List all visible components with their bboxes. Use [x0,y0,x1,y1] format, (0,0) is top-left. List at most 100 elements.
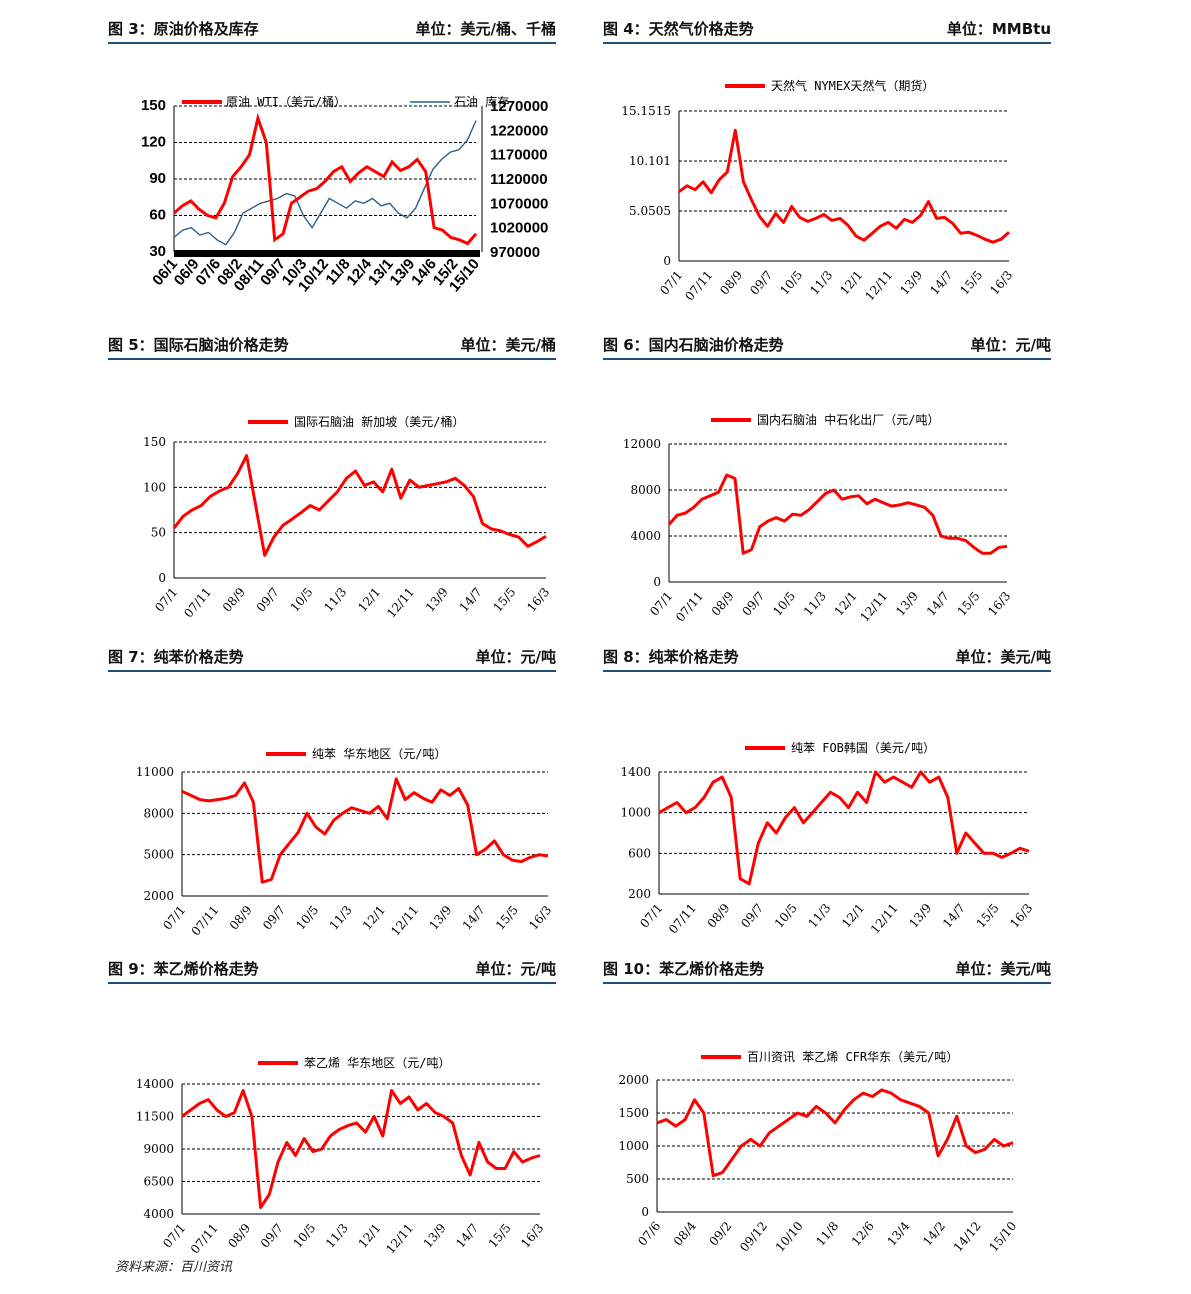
x-tick-label: 08/9 [220,585,248,615]
x-tick-label: 11/3 [321,585,349,615]
x-tick-label: 12/1 [837,268,865,298]
x-tick-label: 09/7 [260,903,288,933]
x-tick-label: 13/9 [423,585,451,615]
figure-title: 图 9：苯乙烯价格走势 [108,960,259,978]
series-line [181,1089,541,1209]
x-tick-label: 13/4 [884,1219,912,1249]
x-tick-label: 15/5 [490,585,518,615]
x-tick-label: 15/5 [974,901,1002,931]
x-tick-label: 12/1 [839,901,867,931]
legend-label: 苯乙烯 华东地区（元/吨） [304,1056,450,1070]
natural-gas-chart: 0 5.0505 10.101 15.1515 07/107/11 08/9 09/7 10/… [621,78,1015,303]
chart-area: 0 50 100 150 07/1 07/11 08/9 09/7 10/5 11/3 12/1 12… [108,372,556,632]
y2-tick-label: 1120000 [490,171,548,188]
figure-title: 图 8：纯苯价格走势 [603,648,739,666]
y-tick-label: 12000 [623,437,661,451]
x-tick-label: 15/5 [493,903,521,933]
x-tick-label: 11/3 [807,268,835,298]
x-tick-label: 07/11 [673,589,706,624]
chart-area: 30 60 90 120 150 06/1 06/9 07/6 08/2 08/11 09/7 10/… [108,56,556,316]
x-axis-bar [174,250,480,257]
legend-label: 国内石脑油 中石化出厂（元/吨） [757,412,939,427]
y-tick-label: 11000 [136,765,174,779]
x-tick-label: 13/9 [906,901,934,931]
y-tick-label: 15.1515 [621,104,671,118]
series-line [656,1088,1014,1178]
x-tick-label: 08/4 [671,1219,699,1249]
x-tick-label: 12/6 [849,1219,877,1249]
y-tick-label: 150 [141,97,166,114]
figure-unit: 单位：MMBtu [946,20,1051,38]
x-tick-label: 12/11 [383,1221,416,1256]
x-tick-label: 07/11 [181,585,214,620]
legend-label: 国际石脑油 新加坡（美元/桶） [294,414,464,429]
x-tick-label: 07/11 [189,903,222,938]
x-tick-label: 09/7 [739,589,767,619]
y-tick-label: 100 [143,480,166,494]
x-tick-label: 09/7 [258,1221,286,1251]
x-tick-label: 09/7 [738,901,766,931]
y-tick-label: 6500 [143,1175,174,1189]
figure-unit: 单位：美元/吨 [955,960,1051,978]
chart-area: 4000 6500 9000 11500 14000 07/1 07/11 08/9 09/7 1… [108,996,556,1256]
x-tick-label: 14/12 [951,1219,984,1254]
y-tick-label: 600 [628,846,651,860]
series-line-inventory [173,120,477,246]
y2-tick-label: 1070000 [490,195,548,212]
y2-tick-label: 970000 [490,244,540,261]
x-tick-label: 07/11 [666,901,699,936]
legend-label: 纯苯 FOB韩国（美元/吨） [791,740,935,755]
legend-label: 天然气 NYMEX天然气（期货） [771,78,934,93]
x-tick-label: 12/1 [832,589,860,619]
x-tick-label: 09/12 [737,1219,770,1254]
x-tick-label: 15/5 [957,268,985,298]
x-tick-label: 14/7 [457,585,485,615]
x-tick-label: 11/8 [813,1219,841,1249]
y-tick-label: 90 [149,170,166,187]
y-tick-label: 5000 [143,848,174,862]
x-tick-label: 07/1 [160,1221,188,1251]
x-tick-label: 14/7 [924,589,952,619]
y2-tick-label: 1170000 [490,147,548,164]
styrene-cfr-chart: 0 500 1000 1500 2000 07/6 08/4 09/2 09/12 10/10 11… [618,1050,1019,1254]
y-tick-label: 8000 [630,483,661,497]
y-tick-label: 9000 [143,1142,174,1156]
y-tick-label: 10.101 [629,154,671,168]
x-tick-label: 11/3 [805,901,833,931]
x-tick-label: 14/7 [453,1221,481,1251]
y-tick-label: 8000 [143,806,174,820]
figure-title: 图 7：纯苯价格走势 [108,648,244,666]
x-tick-label: 16/3 [526,903,554,933]
figure-title: 图 5：国际石脑油价格走势 [108,336,289,354]
x-tick-label: 13/9 [893,589,921,619]
x-tick-label: 07/1 [647,589,675,619]
x-tick-label: 16/3 [518,1221,546,1251]
y-tick-label: 1000 [620,806,651,820]
x-tick-label: 11/3 [323,1221,351,1251]
x-tick-label: 08/9 [717,268,745,298]
x-tick-label: 07/1 [152,585,180,615]
x-tick-label: 10/10 [773,1219,806,1254]
y-tick-label: 14000 [136,1077,174,1091]
x-tick-label: 12/1 [356,1221,384,1251]
x-tick-label: 08/9 [227,903,255,933]
x-tick-label: 12/11 [384,585,417,620]
x-tick-label: 10/5 [777,268,805,298]
crude-oil-chart: 30609012015006/106/907/608/208/1109/710/… [141,94,548,295]
x-tick-label: 10/5 [293,903,321,933]
x-tick-label: 09/2 [706,1219,734,1249]
y-tick-label: 0 [663,254,671,268]
x-tick-label: 15/10 [986,1219,1019,1254]
legend-label-wti: 原油 WTI（美元/桶） [226,94,346,109]
source-note: 资料来源：百川资讯 [115,1260,233,1275]
figure-header: 图 8：纯苯价格走势 单位：美元/吨 [603,644,1051,672]
x-tick-label: 07/11 [682,268,715,303]
y-tick-label: 2000 [618,1073,649,1087]
y-tick-label: 0 [641,1205,649,1219]
y-tick-label: 4000 [630,529,661,543]
figure-title: 图 4：天然气价格走势 [603,20,754,38]
y-tick-label: 150 [143,435,166,449]
series-line-wti [173,112,478,246]
x-tick-label: 08/9 [705,901,733,931]
